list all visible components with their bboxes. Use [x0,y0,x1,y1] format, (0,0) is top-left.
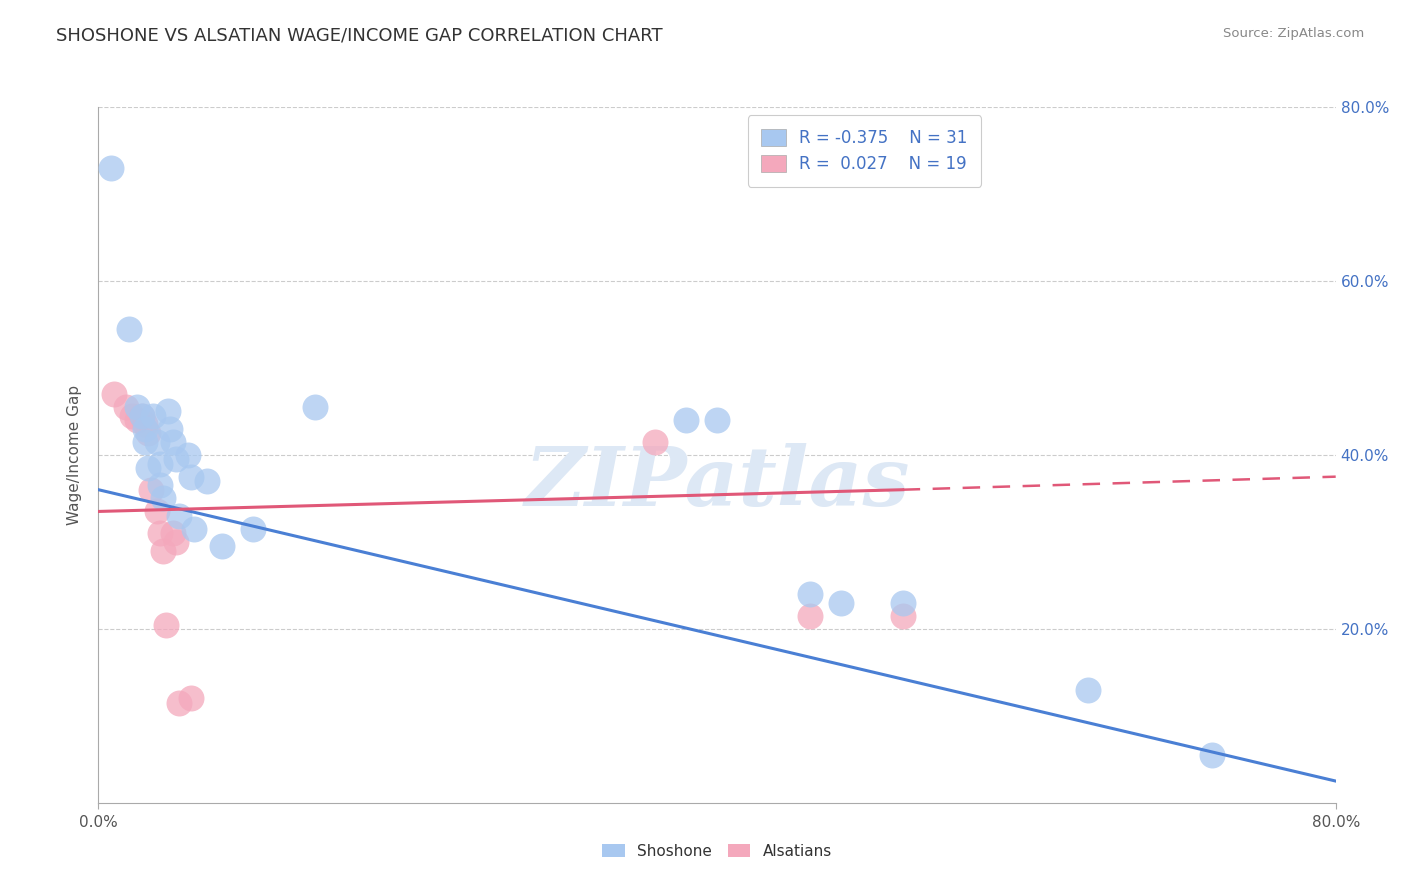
Point [146,434,169,449]
Point [136,461,159,475]
Point [127,400,149,414]
Point [100,161,122,175]
Point [1077,682,1099,697]
Point [118,322,141,336]
Point [180,691,202,706]
Point [195,474,218,488]
Point [131,409,153,423]
Point [155,617,177,632]
Point [152,543,174,558]
Point [134,434,156,449]
Point [121,409,143,423]
Point [136,426,159,441]
Point [304,400,326,414]
Point [165,534,187,549]
Point [183,522,205,536]
Y-axis label: Wage/Income Gap: Wage/Income Gap [67,384,83,525]
Point [162,434,184,449]
Point [165,452,187,467]
Point [152,491,174,506]
Point [799,587,821,601]
Point [149,478,172,492]
Point [799,608,821,623]
Text: Source: ZipAtlas.com: Source: ZipAtlas.com [1223,27,1364,40]
Point [644,434,666,449]
Point [706,413,728,427]
Point [891,608,914,623]
Point [891,596,914,610]
Point [159,422,181,436]
Point [134,422,156,436]
Text: SHOSHONE VS ALSATIAN WAGE/INCOME GAP CORRELATION CHART: SHOSHONE VS ALSATIAN WAGE/INCOME GAP COR… [56,27,662,45]
Point [675,413,697,427]
Point [115,400,138,414]
Point [167,508,190,523]
Legend: Shoshone, Alsatians: Shoshone, Alsatians [596,838,838,864]
Point [146,504,169,518]
Point [180,469,202,483]
Point [167,696,190,710]
Point [149,526,172,541]
Point [211,539,233,553]
Point [242,522,264,536]
Point [103,387,125,401]
Point [149,457,172,471]
Point [134,417,156,432]
Point [162,526,184,541]
Point [139,483,162,497]
Text: ZIPatlas: ZIPatlas [524,442,910,523]
Point [1201,747,1223,762]
Point [177,448,200,462]
Point [157,404,180,418]
Point [127,413,149,427]
Point [830,596,852,610]
Point [131,409,153,423]
Point [142,409,165,423]
